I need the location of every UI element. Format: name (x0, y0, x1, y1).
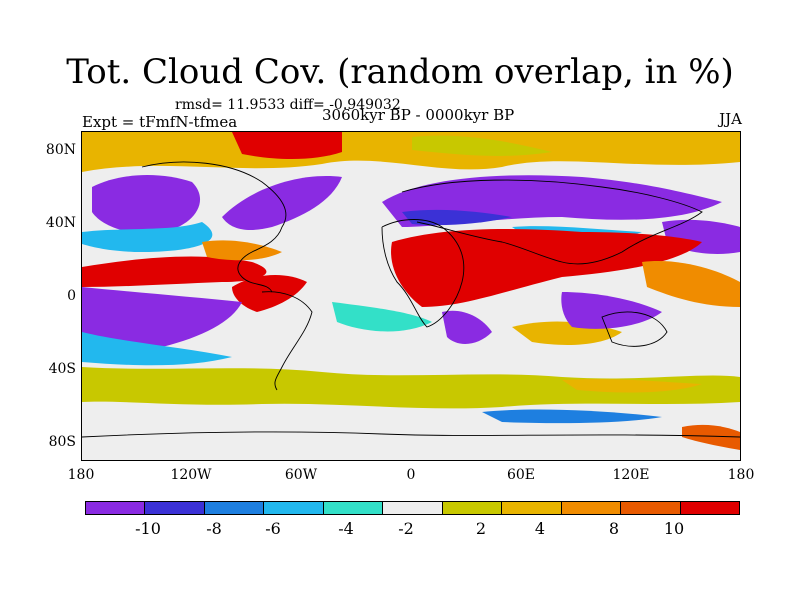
southern-ocean-yellow (82, 367, 740, 409)
colorbar-box (323, 502, 384, 514)
colorbar-label: -2 (398, 519, 414, 538)
pacific-cyan (82, 222, 213, 252)
s-africa-purple (442, 310, 492, 344)
colorbar (85, 501, 740, 515)
australia-outline (601, 311, 668, 347)
colorbar-box (145, 502, 205, 514)
chart-title: Tot. Cloud Cov. (random overlap, in %) (66, 52, 734, 92)
s-pacific-cyan (82, 332, 232, 366)
cloud-cover-anomaly-map (81, 131, 741, 461)
colorbar-box (502, 502, 562, 514)
colorbar-box (621, 502, 681, 514)
y-tick-40s: 40S (48, 361, 76, 377)
arctic-red-patch (232, 132, 342, 159)
colorbar-box (442, 502, 503, 514)
continent-outlines (82, 161, 740, 438)
colorbar-label: -10 (135, 519, 161, 538)
x-tick-120e: 120E (612, 467, 650, 483)
antarctic-orange (682, 424, 740, 450)
eurasia-outline (401, 179, 703, 265)
colorbar-box (561, 502, 622, 514)
x-tick-60e: 60E (506, 467, 536, 483)
south-america-outline (261, 291, 313, 391)
colorbar-box (264, 502, 324, 514)
southern-ocean-orange (562, 379, 702, 393)
colorbar-box (383, 502, 443, 514)
colorbar-label: -8 (206, 519, 222, 538)
se-pacific-purple (82, 287, 242, 350)
n-pacific-purple (92, 175, 201, 234)
colorbar-box (680, 502, 739, 514)
antarctic-blue (482, 409, 662, 424)
colorbar-label: 2 (475, 519, 487, 538)
x-tick-120w: 120W (170, 467, 212, 483)
period-label: 3060kyr BP - 0000kyr BP (322, 106, 515, 124)
colorbar-label: 10 (663, 519, 685, 538)
central-america-orange (202, 240, 282, 261)
colorbar-label: 4 (534, 519, 546, 538)
season-label: JJA (719, 110, 742, 128)
map-field (82, 132, 740, 460)
s-atlantic-teal (332, 302, 432, 332)
y-tick-40n: 40N (45, 215, 76, 231)
x-tick-0: 0 (406, 467, 416, 483)
colorbar-box (86, 502, 146, 514)
experiment-label: Expt = tFmfN-tfmea (82, 113, 238, 131)
colorbar-label: -4 (338, 519, 354, 538)
x-tick-60w: 60W (284, 467, 318, 483)
x-tick-180e: 180 (727, 467, 755, 483)
north-america-outline (141, 161, 287, 293)
y-tick-80s: 80S (48, 434, 76, 450)
y-tick-80n: 80N (45, 142, 76, 158)
south-america-red (232, 275, 307, 312)
y-tick-0: 0 (67, 288, 76, 304)
indian-ocean-purple (561, 292, 662, 329)
colorbar-box (204, 502, 265, 514)
africa-asia-red (391, 229, 702, 307)
tropical-pacific-red (82, 256, 267, 287)
x-tick-180w: 180 (67, 467, 95, 483)
w-pacific-orange (642, 261, 740, 307)
arctic-yellow-patch (412, 135, 552, 156)
colorbar-label: -6 (265, 519, 281, 538)
africa-outline (381, 219, 465, 328)
antarctica-outline (82, 431, 740, 438)
rmsd-diff-stats: rmsd= 11.9533 diff= -0.949032 (175, 97, 401, 113)
colorbar-label: 8 (608, 519, 620, 538)
